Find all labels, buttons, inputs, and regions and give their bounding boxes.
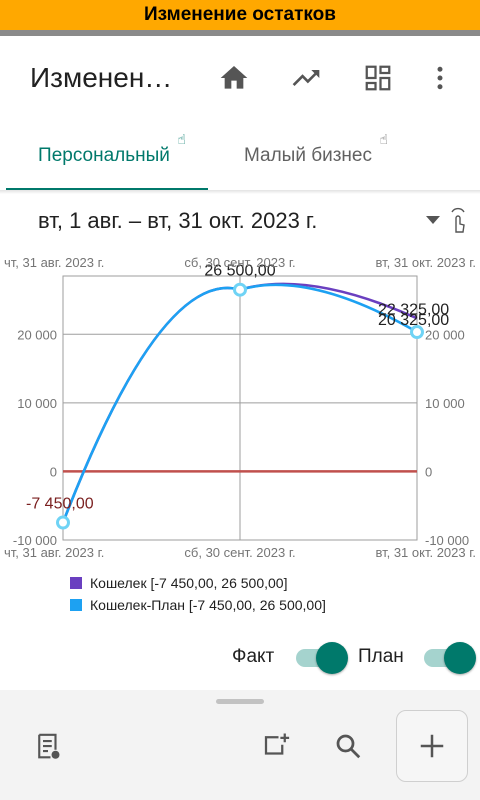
- trending-up-icon[interactable]: [288, 60, 324, 96]
- tab-bar: Персональный ☝ Малый бизнес ☝: [0, 120, 480, 192]
- report-icon[interactable]: [30, 728, 66, 764]
- y-tick-label-right: 10 000: [425, 396, 465, 411]
- add-icon: [420, 734, 444, 758]
- app-bar: Изменен…: [0, 36, 480, 120]
- home-icon[interactable]: [216, 60, 252, 96]
- series-line: [61, 283, 418, 523]
- data-label: -7 450,00: [26, 496, 94, 513]
- switch-thumb: [316, 642, 348, 674]
- bottom-action-sheet: [0, 690, 480, 800]
- y-tick-label-left: 10 000: [17, 396, 57, 411]
- sheet-drag-handle[interactable]: [216, 699, 264, 704]
- legend-label: Кошелек-План [-7 450,00, 26 500,00]: [90, 597, 326, 613]
- series-toggles: Факт План: [0, 640, 480, 676]
- fact-toggle[interactable]: [296, 642, 348, 674]
- title-banner: Изменение остатков: [0, 0, 480, 30]
- y-tick-label-right: 20 000: [425, 327, 465, 342]
- banner-stripe: [0, 30, 480, 36]
- x-tick-label-bottom: чт, 31 авг. 2023 г.: [4, 545, 104, 560]
- tap-hint-icon: [451, 207, 465, 233]
- banner-text: Изменение остатков: [144, 4, 336, 25]
- y-tick-label-left: 20 000: [17, 327, 57, 342]
- legend-swatch: [70, 599, 82, 611]
- legend-item: Кошелек [-7 450,00, 26 500,00]: [70, 572, 326, 594]
- data-point: [56, 515, 70, 530]
- search-icon[interactable]: [330, 728, 366, 764]
- y-tick-label-left: 0: [50, 464, 57, 479]
- y-tick-label-left: -10 000: [13, 533, 57, 548]
- period-selector[interactable]: вт, 1 авг. – вт, 31 окт. 2023 г.: [38, 208, 318, 233]
- plan-toggle[interactable]: [424, 642, 476, 674]
- data-point: [233, 282, 247, 297]
- y-tick-label-right: 0: [425, 464, 432, 479]
- tab-small-business-label: Малый бизнес: [243, 145, 372, 166]
- active-tab-indicator: [6, 188, 208, 191]
- period-dropdown-button[interactable]: [422, 206, 468, 236]
- x-tick-label-top: вт, 31 окт. 2023 г.: [375, 255, 476, 270]
- data-point: [410, 325, 424, 340]
- add-widget-icon[interactable]: [258, 728, 294, 764]
- x-tick-label-top: чт, 31 авг. 2023 г.: [4, 255, 104, 270]
- legend-label: Кошелек [-7 450,00, 26 500,00]: [90, 575, 288, 591]
- tap-hint-icon: ☝: [177, 131, 186, 147]
- tap-hint-icon: ☝: [379, 131, 388, 147]
- dashboard-icon[interactable]: [360, 60, 396, 96]
- app-title: Изменен…: [30, 62, 173, 93]
- more-vert-icon[interactable]: [422, 60, 458, 96]
- legend-item: Кошелек-План [-7 450,00, 26 500,00]: [70, 594, 326, 616]
- chart-legend: Кошелек [-7 450,00, 26 500,00] Кошелек-П…: [70, 572, 326, 616]
- legend-swatch: [70, 577, 82, 589]
- x-tick-label-top: сб, 30 сент. 2023 г.: [184, 255, 295, 270]
- tab-personal-label: Персональный: [38, 145, 170, 166]
- y-tick-label-right: -10 000: [425, 533, 469, 548]
- data-label: 22 325,00: [378, 301, 449, 318]
- tab-small-business[interactable]: Малый бизнес ☝: [208, 120, 408, 192]
- switch-thumb: [444, 642, 476, 674]
- dropdown-arrow-icon: [426, 216, 440, 224]
- data-label: 26 500,00: [204, 263, 275, 280]
- data-label: 20 325,00: [378, 312, 449, 329]
- plan-toggle-label: План: [358, 646, 404, 667]
- x-tick-label-bottom: сб, 30 сент. 2023 г.: [184, 545, 295, 560]
- add-button[interactable]: [396, 710, 468, 782]
- fact-toggle-label: Факт: [232, 646, 275, 667]
- tab-bar-shadow: [0, 190, 480, 194]
- x-tick-label-bottom: вт, 31 окт. 2023 г.: [375, 545, 476, 560]
- tab-personal[interactable]: Персональный ☝: [0, 120, 208, 192]
